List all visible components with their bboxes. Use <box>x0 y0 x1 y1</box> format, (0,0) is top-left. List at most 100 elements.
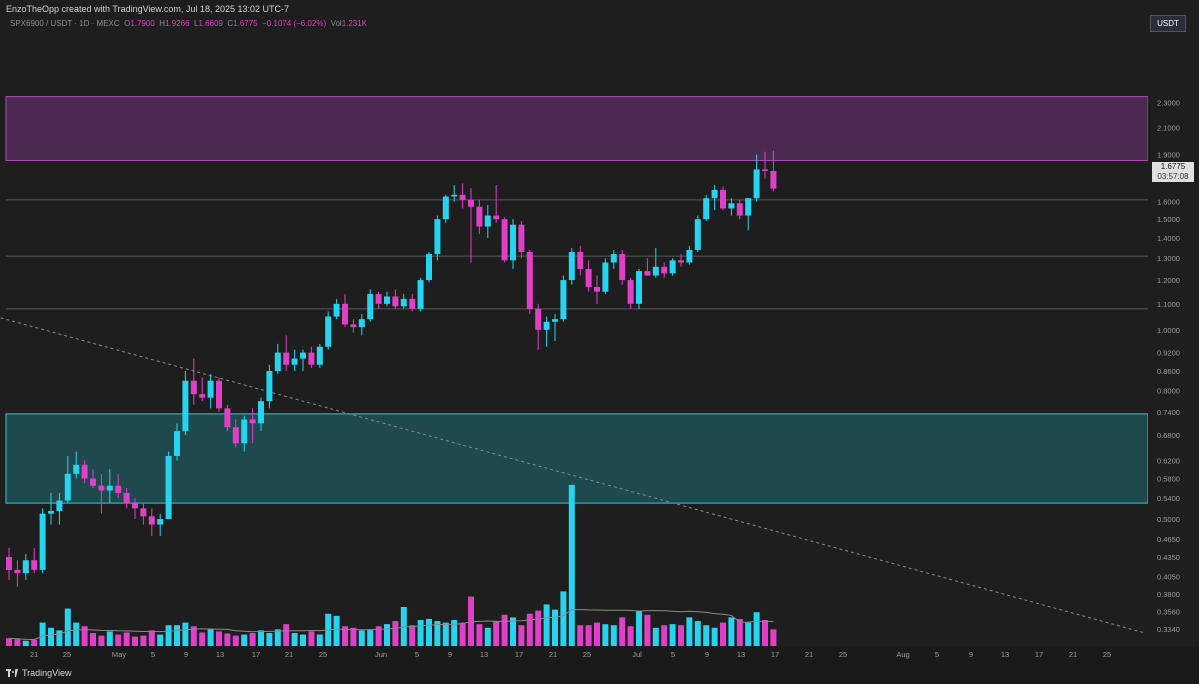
candle[interactable] <box>392 289 399 309</box>
candle[interactable] <box>510 219 516 269</box>
candle[interactable] <box>98 473 105 514</box>
candle[interactable] <box>266 364 273 409</box>
candle[interactable] <box>333 298 340 320</box>
candle[interactable] <box>644 258 651 276</box>
candle[interactable] <box>316 343 323 368</box>
candle[interactable] <box>342 294 348 328</box>
candle[interactable] <box>745 198 752 231</box>
candle[interactable] <box>661 262 668 278</box>
candle[interactable] <box>258 397 264 432</box>
candle[interactable] <box>577 245 584 276</box>
candle[interactable] <box>73 451 80 479</box>
candle[interactable] <box>535 303 542 350</box>
candle[interactable] <box>711 185 718 211</box>
candle[interactable] <box>199 377 206 402</box>
candle[interactable] <box>249 408 256 444</box>
candle[interactable] <box>106 469 113 504</box>
support-zone[interactable] <box>5 413 1149 504</box>
candle[interactable] <box>678 254 684 267</box>
candle[interactable] <box>81 460 88 484</box>
candle[interactable] <box>610 249 617 269</box>
candle[interactable] <box>753 154 760 202</box>
candle[interactable] <box>350 319 357 333</box>
candle[interactable] <box>182 371 189 436</box>
candle[interactable] <box>468 188 474 263</box>
candle[interactable] <box>501 217 508 263</box>
candle[interactable] <box>375 291 382 309</box>
candle[interactable] <box>602 258 609 295</box>
candle[interactable] <box>39 508 46 574</box>
candle[interactable] <box>770 150 777 192</box>
resistance-zone[interactable] <box>5 96 1149 161</box>
candle[interactable] <box>762 151 768 179</box>
candle[interactable] <box>518 221 525 259</box>
candle[interactable] <box>291 349 298 372</box>
candle[interactable] <box>619 249 626 285</box>
candle[interactable] <box>442 194 449 223</box>
candle[interactable] <box>652 247 659 278</box>
candle[interactable] <box>694 215 701 253</box>
candle[interactable] <box>115 473 122 499</box>
candle[interactable] <box>123 488 130 509</box>
candle[interactable] <box>140 503 147 525</box>
tradingview-logo[interactable]: TradingView <box>6 668 72 678</box>
candle[interactable] <box>232 419 239 448</box>
candle[interactable] <box>165 451 172 520</box>
candle[interactable] <box>434 215 441 261</box>
candle[interactable] <box>274 343 281 375</box>
candle[interactable] <box>148 508 155 536</box>
candle[interactable] <box>585 260 592 292</box>
candle[interactable] <box>669 258 676 276</box>
candle[interactable] <box>426 252 432 283</box>
candle[interactable] <box>552 313 558 341</box>
candle[interactable] <box>174 423 180 461</box>
candle[interactable] <box>627 277 634 309</box>
candle[interactable] <box>157 513 164 536</box>
candle[interactable] <box>636 268 642 309</box>
candle[interactable] <box>384 291 390 307</box>
time-axis[interactable] <box>0 646 1199 684</box>
candle[interactable] <box>224 404 231 432</box>
y-tick-label: 1.0000 <box>1157 326 1180 335</box>
candle[interactable] <box>56 493 63 525</box>
candle[interactable] <box>216 377 222 413</box>
candle[interactable] <box>64 455 71 504</box>
price-axis[interactable] <box>1148 0 1199 646</box>
currency-selector-button[interactable]: USDT <box>1150 15 1186 32</box>
candle[interactable] <box>568 247 575 285</box>
candle[interactable] <box>6 547 12 580</box>
candle[interactable] <box>686 245 693 265</box>
candle[interactable] <box>22 553 29 580</box>
candle[interactable] <box>14 560 21 587</box>
candle[interactable] <box>476 199 483 235</box>
candle[interactable] <box>543 316 550 347</box>
candle[interactable] <box>484 205 491 239</box>
candle[interactable] <box>703 194 710 222</box>
candle[interactable] <box>736 199 743 220</box>
candle[interactable] <box>190 358 197 405</box>
candle[interactable] <box>728 198 735 216</box>
candle[interactable] <box>459 183 466 209</box>
candle[interactable] <box>720 186 726 211</box>
candle[interactable] <box>300 349 306 372</box>
candle[interactable] <box>560 275 567 322</box>
candle[interactable] <box>48 493 54 525</box>
candle[interactable] <box>90 469 96 489</box>
candle[interactable] <box>132 498 138 520</box>
candle[interactable] <box>400 294 407 309</box>
candle[interactable] <box>358 313 365 336</box>
candle[interactable] <box>308 346 315 368</box>
candle[interactable] <box>409 294 416 312</box>
candle[interactable] <box>207 374 214 409</box>
candle[interactable] <box>594 275 600 304</box>
candle[interactable] <box>31 547 38 574</box>
candle[interactable] <box>241 415 248 452</box>
candle[interactable] <box>451 185 458 202</box>
candle[interactable] <box>526 249 533 314</box>
candle[interactable] <box>417 277 424 312</box>
candle[interactable] <box>283 335 290 372</box>
candle[interactable] <box>325 311 332 350</box>
candle[interactable] <box>367 289 374 322</box>
candle[interactable] <box>493 185 500 223</box>
